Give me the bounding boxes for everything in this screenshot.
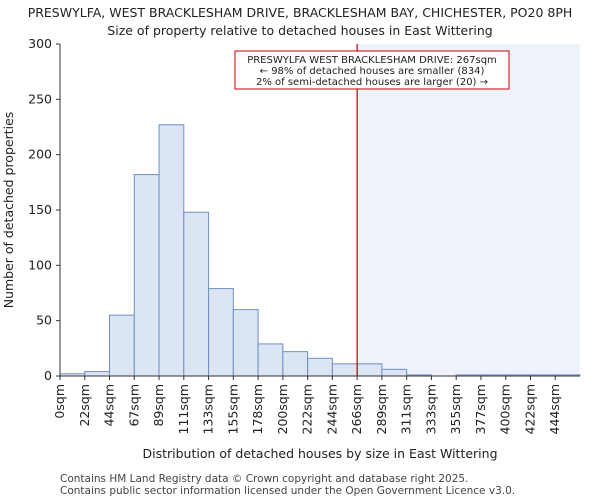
bar-178sqm [257, 343, 284, 377]
bar-44sqm [109, 314, 135, 377]
x-tick-label: 67sqm [126, 384, 141, 427]
x-tick-label: 44sqm [102, 384, 117, 427]
x-tick-label: 422sqm [522, 384, 537, 434]
y-tick-label: 50 [36, 313, 52, 328]
x-tick-label: 444sqm [547, 384, 562, 434]
annotation-border [234, 50, 510, 90]
x-tick-label: 244sqm [324, 384, 339, 434]
footer-line2: Contains public sector information licen… [60, 485, 515, 497]
bars-group [59, 124, 581, 377]
bar-155sqm [232, 309, 259, 377]
bar-133sqm [208, 288, 234, 377]
x-axis-label: Distribution of detached houses by size … [142, 446, 497, 461]
x-tick-label: 89sqm [151, 384, 166, 427]
x-tick-label: 0sqm [52, 384, 67, 419]
x-tick-label: 377sqm [473, 384, 488, 434]
x-tick-label: 289sqm [374, 384, 389, 434]
y-tick-label: 250 [28, 91, 52, 106]
x-axis-ticks: 0sqm 22sqm 44sqm 67sqm 89sqm 111sqm 133sqm 155s… [52, 376, 562, 434]
y-tick-label: 100 [28, 257, 52, 272]
x-tick-label: 155sqm [225, 384, 240, 434]
x-tick-label: 22sqm [77, 384, 92, 427]
bar-22sqm [84, 371, 111, 377]
x-tick-label: 311sqm [399, 384, 414, 434]
x-tick-label: 400sqm [498, 384, 513, 434]
bar-266sqm [356, 363, 383, 377]
footer-line1: Contains HM Land Registry data © Crown c… [60, 473, 468, 485]
bar-111sqm [183, 211, 210, 377]
bar-244sqm [331, 363, 358, 377]
bar-67sqm [133, 174, 160, 377]
x-tick-label: 266sqm [349, 384, 364, 434]
x-tick-label: 355sqm [448, 384, 463, 434]
highlight-region [357, 44, 580, 376]
y-axis-ticks: 0 50 100 150 200 250 300 [28, 36, 60, 383]
chart-title-line1: PRESWYLFA, WEST BRACKLESHAM DRIVE, BRACK… [28, 5, 573, 20]
y-tick-label: 200 [28, 147, 52, 162]
y-tick-label: 300 [28, 36, 52, 51]
bar-200sqm [282, 351, 309, 377]
y-tick-label: 150 [28, 202, 52, 217]
annotation-line2: ← 98% of detached houses are smaller (83… [260, 66, 485, 77]
x-tick-label: 133sqm [201, 384, 216, 434]
x-tick-label: 333sqm [423, 384, 438, 434]
annotation-line3: 2% of semi-detached houses are larger (2… [256, 77, 488, 88]
y-tick-label: 0 [44, 368, 52, 383]
annotation-line1: PRESWYLFA WEST BRACKLESHAM DRIVE: 267sqm [247, 55, 497, 66]
bar-89sqm [158, 124, 185, 377]
y-axis-label: Number of detached properties [1, 112, 16, 309]
bar-222sqm [307, 357, 333, 377]
bar-289sqm [381, 368, 408, 377]
annotation-box: PRESWYLFA WEST BRACKLESHAM DRIVE: 267sqm… [234, 50, 510, 90]
x-tick-label: 222sqm [300, 384, 315, 434]
x-tick-label: 200sqm [275, 384, 290, 434]
x-tick-label: 111sqm [176, 384, 191, 434]
x-tick-label: 178sqm [250, 384, 265, 434]
chart-title-line2: Size of property relative to detached ho… [107, 23, 492, 38]
